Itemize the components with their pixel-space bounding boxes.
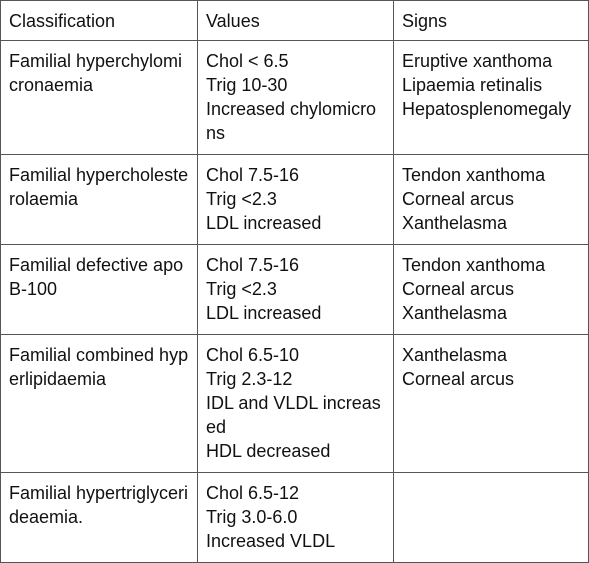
values-cell: Chol < 6.5 Trig 10-30 Increased chylomic… [197,40,394,155]
value-line: Trig 10-30 [206,75,288,95]
table-row: Familial hyperchylomicronaemia Chol < 6.… [0,40,589,155]
header-row: Classification Values Signs [0,0,589,41]
values-cell: Chol 7.5-16 Trig <2.3 LDL increased [197,244,394,335]
sign-line: Xanthelasma [402,345,508,365]
table-row: Familial combined hyperlipidaemia Chol 6… [0,334,589,473]
values-cell: Chol 6.5-12 Trig 3.0-6.0 Increased VLDL [197,472,394,563]
classification-cell: Familial hyperchylomicronaemia [0,40,198,155]
table-row: Familial hypercholesterolaemia Chol 7.5-… [0,154,589,245]
value-line: Chol 6.5-12 [206,483,300,503]
table-row: Familial hypertriglycerideaemia. Chol 6.… [0,472,589,563]
value-line: Increased VLDL [206,531,336,551]
value-line: IDL and VLDL increased [206,393,381,437]
sign-line: Tendon xanthoma [402,255,546,275]
header-values: Values [197,0,394,41]
value-line: LDL increased [206,213,322,233]
header-classification: Classification [0,0,198,41]
signs-cell: Tendon xanthoma Corneal arcus Xanthelasm… [393,154,589,245]
header-signs: Signs [393,0,589,41]
sign-line: Lipaemia retinalis [402,75,543,95]
sign-line: Xanthelasma [402,213,508,233]
sign-line: Hepatosplenomegaly [402,99,572,119]
value-line: Chol < 6.5 [206,51,289,71]
sign-line: Xanthelasma [402,303,508,323]
value-line: Trig 2.3-12 [206,369,293,389]
sign-line: Tendon xanthoma [402,165,546,185]
sign-line: Eruptive xanthoma [402,51,553,71]
signs-cell: Eruptive xanthoma Lipaemia retinalis Hep… [393,40,589,155]
signs-cell: Xanthelasma Corneal arcus [393,334,589,473]
table-row: Familial defective apoB-100 Chol 7.5-16 … [0,244,589,335]
value-line: Increased chylomicrons [206,99,377,143]
values-cell: Chol 7.5-16 Trig <2.3 LDL increased [197,154,394,245]
sign-line: Corneal arcus [402,279,515,299]
signs-cell [393,472,589,563]
classification-cell: Familial hypercholesterolaemia [0,154,198,245]
classification-cell: Familial combined hyperlipidaemia [0,334,198,473]
values-cell: Chol 6.5-10 Trig 2.3-12 IDL and VLDL inc… [197,334,394,473]
sign-line: Corneal arcus [402,189,515,209]
value-line: Chol 7.5-16 [206,165,300,185]
value-line: Chol 7.5-16 [206,255,300,275]
classification-cell: Familial hypertriglycerideaemia. [0,472,198,563]
classification-cell: Familial defective apoB-100 [0,244,198,335]
value-line: LDL increased [206,303,322,323]
sign-line: Corneal arcus [402,369,515,389]
value-line: HDL decreased [206,441,331,461]
value-line: Trig 3.0-6.0 [206,507,298,527]
value-line: Trig <2.3 [206,279,277,299]
value-line: Trig <2.3 [206,189,277,209]
signs-cell: Tendon xanthoma Corneal arcus Xanthelasm… [393,244,589,335]
value-line: Chol 6.5-10 [206,345,300,365]
